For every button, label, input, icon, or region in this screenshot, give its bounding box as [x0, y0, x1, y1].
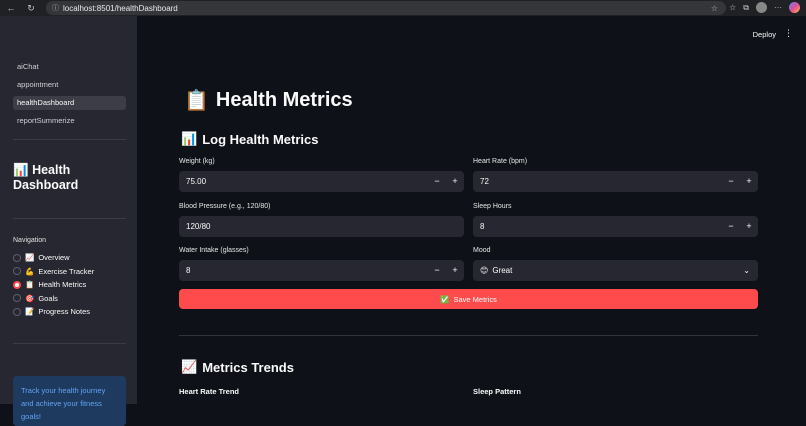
chart-icon: 📊 — [13, 163, 29, 177]
smile-icon: 😊 — [480, 266, 489, 275]
increment-button[interactable]: + — [746, 221, 752, 231]
browser-toolbar: ← ↻ ⓘ localhost:8501/healthDashboard ☆ ☆… — [0, 0, 806, 16]
weight-label: Weight (kg) — [179, 158, 215, 165]
sidebar: aiChat appointment healthDashboard repor… — [0, 16, 137, 426]
main-content: Deploy ⋮ 📋 Health Metrics 📊 Log Health M… — [137, 16, 806, 404]
sidebar-title-text: Health Dashboard — [13, 163, 79, 192]
mood-label: Mood — [473, 247, 491, 254]
mood-value: Great — [492, 266, 513, 275]
profile-avatar[interactable] — [756, 2, 767, 13]
page-title: 📋 Health Metrics — [184, 88, 353, 113]
nav-option-label: Overview — [38, 253, 70, 263]
blood-pressure-value: 120/80 — [186, 222, 211, 231]
radio-button[interactable] — [13, 294, 21, 303]
blood-pressure-label: Blood Pressure (e.g., 120/80) — [179, 203, 271, 210]
chart-icon: 📊 — [181, 131, 198, 146]
info-box: Track your health journey and achieve yo… — [13, 376, 126, 426]
radio-button[interactable] — [13, 307, 21, 316]
mood-select[interactable]: 😊 Great ⌄ — [473, 260, 758, 281]
sidebar-divider — [13, 343, 126, 344]
deploy-button[interactable]: Deploy — [752, 30, 776, 39]
heart-rate-input[interactable]: 72 − + — [473, 171, 758, 192]
log-heading-text: Log Health Metrics — [202, 131, 319, 147]
sleep-value: 8 — [480, 222, 485, 231]
page-title-text: Health Metrics — [215, 89, 353, 111]
weight-value: 75.00 — [186, 177, 207, 186]
radio-button[interactable] — [13, 253, 21, 262]
nav-option-label: Goals — [38, 293, 58, 303]
weight-input[interactable]: 75.00 − + — [179, 171, 464, 192]
trend-icon: 📈 — [25, 253, 35, 263]
trends-heading-text: Metrics Trends — [202, 359, 294, 375]
reload-icon[interactable]: ↻ — [27, 2, 35, 13]
heart-rate-trend-heading: Heart Rate Trend — [179, 387, 240, 396]
heart-rate-label: Heart Rate (bpm) — [473, 158, 528, 165]
decrement-button[interactable]: − — [728, 176, 734, 186]
sleep-pattern-heading: Sleep Pattern — [473, 387, 521, 396]
page-link-healthdashboard[interactable]: healthDashboard — [13, 96, 126, 110]
increment-button[interactable]: + — [452, 176, 458, 186]
clipboard-icon: 📋 — [184, 90, 209, 112]
log-heading: 📊 Log Health Metrics — [181, 131, 318, 147]
trends-heading: 📈 Metrics Trends — [181, 359, 294, 375]
decrement-button[interactable]: − — [434, 265, 440, 275]
target-icon: 🎯 — [25, 293, 35, 303]
nav-option-progress-notes[interactable]: 📝 Progress Notes — [13, 305, 94, 319]
trend-icon: 📈 — [181, 359, 198, 374]
clipboard-icon: 📋 — [25, 280, 35, 290]
water-value: 8 — [186, 266, 191, 275]
blood-pressure-input[interactable]: 120/80 — [179, 216, 464, 237]
nav-option-exercise-tracker[interactable]: 💪 Exercise Tracker — [13, 265, 94, 279]
nav-option-overview[interactable]: 📈 Overview — [13, 251, 94, 265]
sleep-label: Sleep Hours — [473, 203, 512, 210]
star-icon[interactable]: ☆ — [710, 3, 718, 13]
sleep-input[interactable]: 8 − + — [473, 216, 758, 237]
more-icon[interactable]: ··· — [774, 3, 782, 12]
nav-option-label: Exercise Tracker — [38, 266, 95, 276]
url-text: localhost:8501/healthDashboard — [63, 3, 178, 13]
section-divider — [179, 335, 758, 336]
nav-option-label: Health Metrics — [38, 280, 87, 290]
increment-button[interactable]: + — [452, 265, 458, 275]
increment-button[interactable]: + — [746, 176, 752, 186]
page-link-reportsummerize[interactable]: reportSummerize — [17, 116, 75, 125]
nav-radio-group: 📈 Overview 💪 Exercise Tracker 📋 Health M… — [13, 251, 94, 319]
page-nav: aiChat appointment healthDashboard repor… — [13, 60, 126, 132]
radio-button-selected[interactable] — [13, 280, 21, 289]
collections-icon[interactable]: ⧉ — [743, 2, 749, 12]
nav-label: Navigation — [13, 237, 47, 244]
nav-option-goals[interactable]: 🎯 Goals — [13, 292, 94, 306]
nav-option-label: Progress Notes — [38, 307, 91, 317]
address-bar[interactable]: ⓘ localhost:8501/healthDashboard ☆ — [46, 1, 726, 15]
sidebar-title: 📊 Health Dashboard — [13, 163, 123, 193]
decrement-button[interactable]: − — [728, 221, 734, 231]
sidebar-divider — [13, 218, 126, 219]
favorites-icon[interactable]: ☆ — [729, 3, 737, 12]
back-icon[interactable]: ← — [6, 3, 16, 13]
heart-rate-value: 72 — [480, 177, 489, 186]
sidebar-divider — [13, 139, 126, 140]
copilot-icon[interactable] — [789, 2, 800, 13]
chevron-down-icon: ⌄ — [743, 266, 750, 275]
decrement-button[interactable]: − — [434, 176, 440, 186]
page-link-appointment[interactable]: appointment — [17, 80, 59, 89]
radio-button[interactable] — [13, 267, 21, 276]
muscle-icon: 💪 — [25, 266, 35, 276]
page-link-aichat[interactable]: aiChat — [17, 62, 39, 71]
save-metrics-button[interactable]: ✅ Save Metrics — [179, 289, 758, 309]
save-metrics-label: Save Metrics — [453, 294, 497, 304]
nav-option-health-metrics[interactable]: 📋 Health Metrics — [13, 278, 94, 292]
memo-icon: 📝 — [25, 307, 35, 317]
site-info-icon[interactable]: ⓘ — [52, 5, 59, 12]
check-icon: ✅ — [440, 294, 450, 304]
water-label: Water Intake (glasses) — [179, 247, 249, 254]
water-input[interactable]: 8 − + — [179, 260, 464, 281]
main-menu-icon[interactable]: ⋮ — [784, 28, 793, 38]
